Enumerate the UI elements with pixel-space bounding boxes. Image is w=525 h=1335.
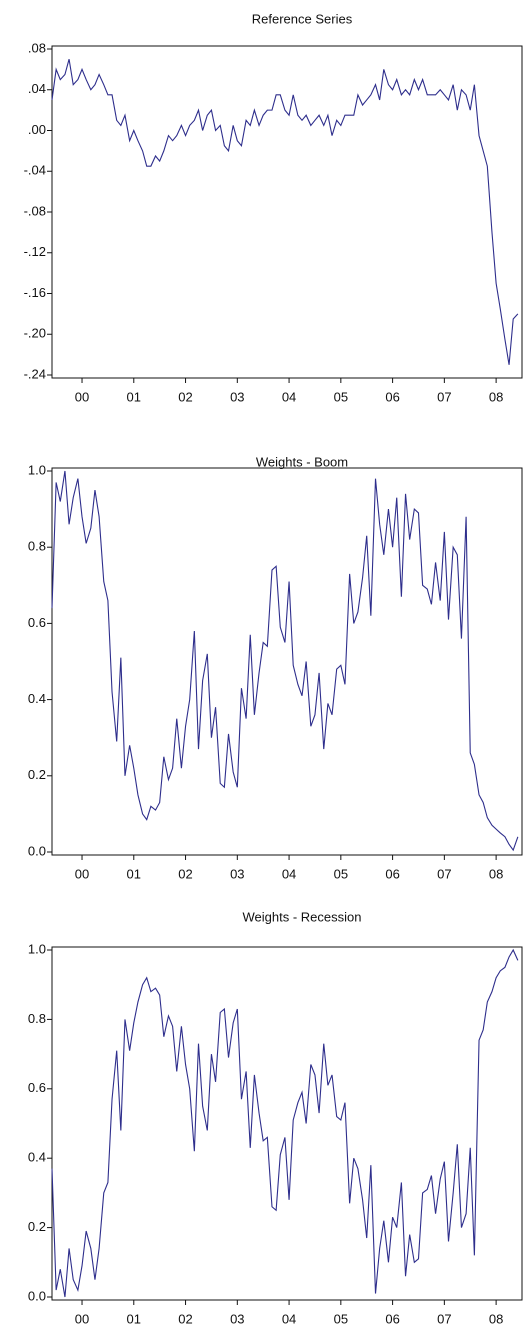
x-tick-label: 04 <box>282 389 296 404</box>
x-tick-label: 07 <box>437 1311 451 1326</box>
y-tick-label: .04 <box>28 81 46 96</box>
x-tick-label: 06 <box>385 389 399 404</box>
y-tick-label: 0.2 <box>28 767 46 782</box>
x-tick-label: 00 <box>75 389 89 404</box>
y-tick-label: 0.4 <box>28 1150 46 1165</box>
y-tick-label: -.08 <box>24 203 46 218</box>
plot-frame <box>51 946 523 1301</box>
data-line <box>51 470 519 852</box>
y-tick-label: 0.2 <box>28 1219 46 1234</box>
x-tick-label: 03 <box>230 389 244 404</box>
chart-title: Weights - Recession <box>243 909 362 924</box>
y-tick-label: -.16 <box>24 285 46 300</box>
y-tick-label: 0.8 <box>28 1011 46 1026</box>
y-tick-label: 0.6 <box>28 615 46 630</box>
y-tick-label: 1.0 <box>28 941 46 956</box>
x-tick-label: 02 <box>178 866 192 881</box>
data-line <box>51 948 519 1298</box>
x-tick-label: 05 <box>334 1311 348 1326</box>
x-tick-label: 06 <box>385 866 399 881</box>
y-tick-label: 0.4 <box>28 691 46 706</box>
data-line <box>51 59 519 365</box>
x-tick-label: 01 <box>127 866 141 881</box>
y-tick-label: -.24 <box>24 366 46 381</box>
x-tick-label: 04 <box>282 1311 296 1326</box>
x-tick-label: 08 <box>489 389 503 404</box>
y-tick-label: 0.0 <box>28 843 46 858</box>
y-tick-label: 0.6 <box>28 1080 46 1095</box>
y-tick-label: .00 <box>28 122 46 137</box>
x-tick-label: 08 <box>489 866 503 881</box>
y-tick-label: -.20 <box>24 326 46 341</box>
x-tick-label: 00 <box>75 866 89 881</box>
x-tick-label: 02 <box>178 1311 192 1326</box>
chart-title: Weights - Boom <box>256 454 348 469</box>
x-tick-label: 01 <box>127 1311 141 1326</box>
x-tick-label: 07 <box>437 866 451 881</box>
x-tick-label: 00 <box>75 1311 89 1326</box>
x-tick-label: 03 <box>230 866 244 881</box>
x-tick-label: 01 <box>127 389 141 404</box>
plot-frame <box>51 45 523 379</box>
x-tick-label: 02 <box>178 389 192 404</box>
y-tick-label: -.04 <box>24 163 46 178</box>
x-tick-label: 06 <box>385 1311 399 1326</box>
x-tick-label: 08 <box>489 1311 503 1326</box>
x-tick-label: 05 <box>334 866 348 881</box>
y-tick-label: 1.0 <box>28 462 46 477</box>
y-tick-label: -.12 <box>24 244 46 259</box>
plot-frame <box>51 467 523 856</box>
x-tick-label: 05 <box>334 389 348 404</box>
x-tick-label: 03 <box>230 1311 244 1326</box>
y-tick-label: .08 <box>28 40 46 55</box>
x-tick-label: 04 <box>282 866 296 881</box>
y-tick-label: 0.8 <box>28 539 46 554</box>
x-tick-label: 07 <box>437 389 451 404</box>
y-tick-label: 0.0 <box>28 1288 46 1303</box>
chart-title: Reference Series <box>252 11 353 26</box>
